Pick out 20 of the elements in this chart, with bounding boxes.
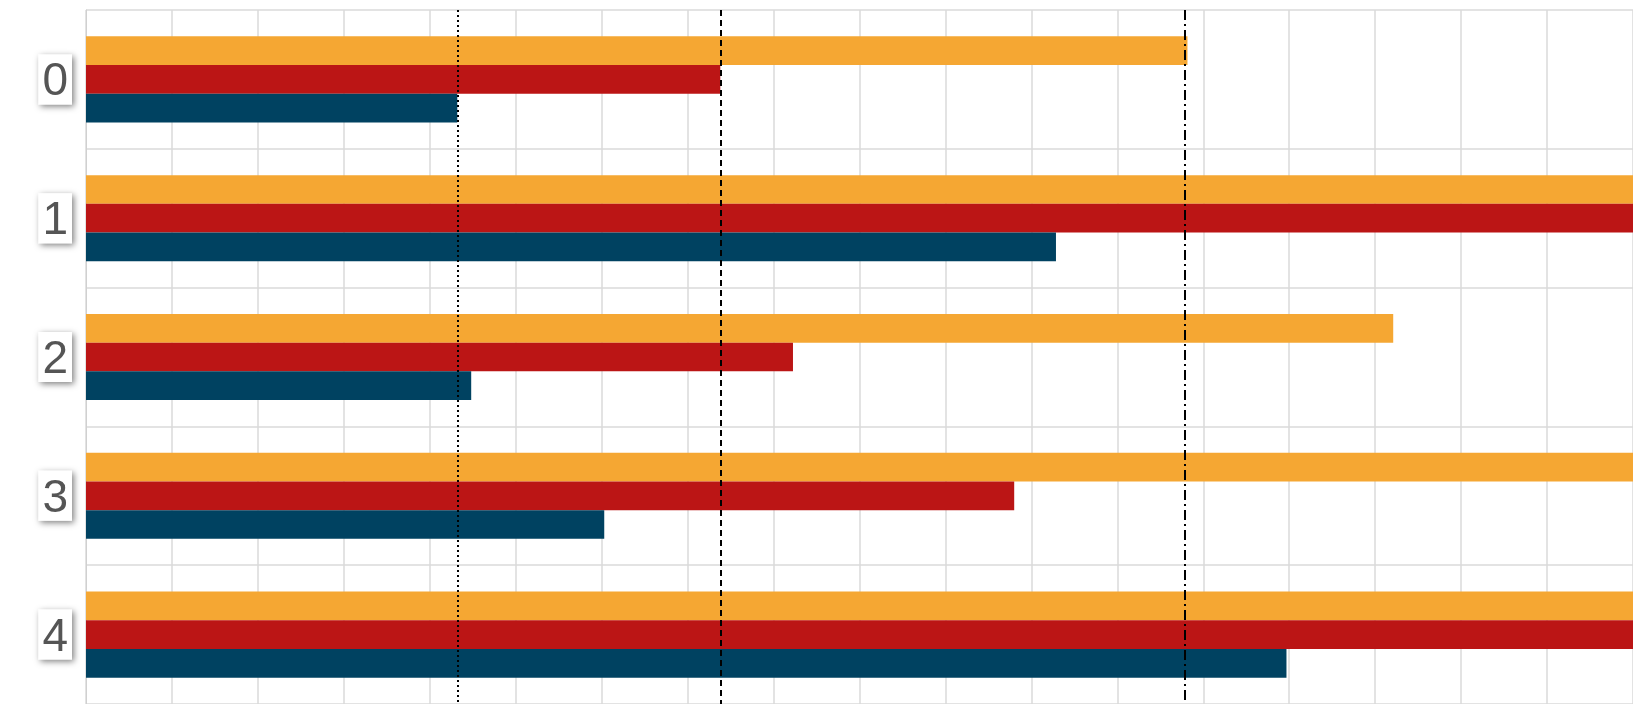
bar (86, 36, 1188, 66)
y-tick-label: 4 (42, 608, 68, 661)
bar (86, 313, 1394, 343)
bar (86, 175, 1633, 204)
y-tick-label: 0 (42, 53, 68, 106)
bar (86, 371, 472, 401)
y-tick-label: 3 (42, 469, 68, 522)
bar (86, 65, 721, 94)
bar (86, 452, 1633, 482)
bar (86, 93, 458, 123)
bar (86, 591, 1633, 621)
y-tick-label: 1 (42, 192, 68, 245)
bar (86, 203, 1633, 233)
bar (86, 648, 1287, 678)
y-tick-label: 2 (42, 331, 68, 383)
bar (86, 232, 1056, 262)
bar (86, 620, 1633, 649)
bar (86, 510, 605, 539)
bar (86, 481, 1015, 511)
bar (86, 342, 793, 372)
